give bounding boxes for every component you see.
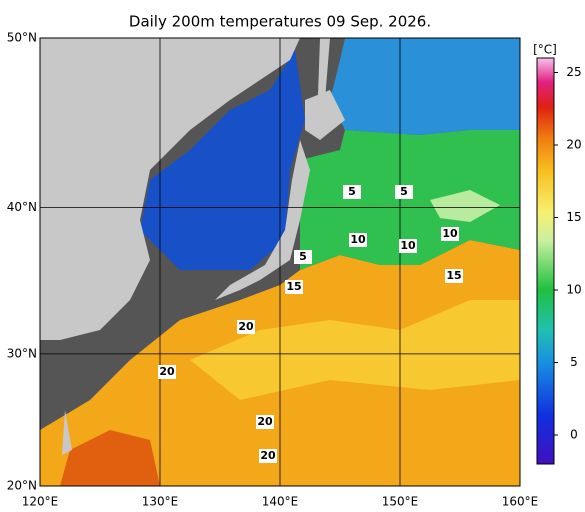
north-pacific	[330, 38, 520, 135]
y-tick-label: 50°N	[7, 31, 37, 45]
contour-label: 10	[350, 233, 366, 246]
colorbar-tick-label: 25	[566, 65, 581, 79]
contour-label: 15	[446, 269, 461, 282]
land	[40, 38, 300, 340]
contour-label-box	[256, 415, 274, 429]
colorbar-tick-label: 20	[566, 138, 581, 152]
contour-label-box	[441, 227, 459, 241]
colorbar-tick-label: 0	[570, 428, 578, 442]
x-tick-label: 160°E	[502, 495, 539, 509]
x-tick-label: 130°E	[142, 495, 179, 509]
colorbar-tick-label: 15	[566, 210, 581, 224]
contour-label-box	[285, 280, 303, 294]
land	[305, 90, 345, 140]
contour-label: 5	[299, 250, 307, 263]
contour-label-box	[158, 365, 176, 379]
y-tick-label: 40°N	[7, 200, 37, 214]
contour-label-box	[237, 320, 255, 334]
colorbar-tick-label: 10	[566, 283, 581, 297]
pale-water	[430, 190, 500, 222]
contour-label-box	[259, 449, 277, 463]
contour-label: 10	[400, 239, 416, 252]
contour-label: 20	[159, 365, 175, 378]
colorbar-unit: [°C]	[533, 43, 557, 57]
x-tick-label: 140°E	[262, 495, 299, 509]
contour-label: 15	[286, 280, 301, 293]
x-tick-label: 120°E	[22, 495, 59, 509]
y-tick-label: 20°N	[7, 479, 37, 493]
contour-label-box	[395, 185, 413, 199]
warm-water-light	[190, 300, 520, 400]
land	[215, 140, 310, 300]
colorbar-tick-label: 5	[570, 355, 578, 369]
title: Daily 200m temperatures 09 Sep. 2026.	[129, 13, 431, 31]
land	[62, 410, 72, 455]
y-tick-label: 30°N	[7, 346, 37, 360]
contour-label: 5	[400, 185, 408, 198]
japan-sea	[140, 50, 305, 270]
contour-label: 20	[238, 320, 254, 333]
contour-label-box	[445, 269, 463, 283]
contour-label: 5	[348, 185, 356, 198]
contour-label-box	[399, 239, 417, 253]
contour-label-box	[349, 233, 367, 247]
hot-water	[60, 430, 160, 486]
contour-label: 10	[442, 227, 458, 240]
contour-label: 20	[257, 415, 273, 428]
contour-label-box	[294, 250, 312, 264]
contour-label-box	[343, 185, 361, 199]
land	[318, 38, 330, 100]
x-tick-label: 150°E	[382, 495, 419, 509]
colorbar	[536, 57, 555, 465]
contour-label: 20	[260, 449, 276, 462]
